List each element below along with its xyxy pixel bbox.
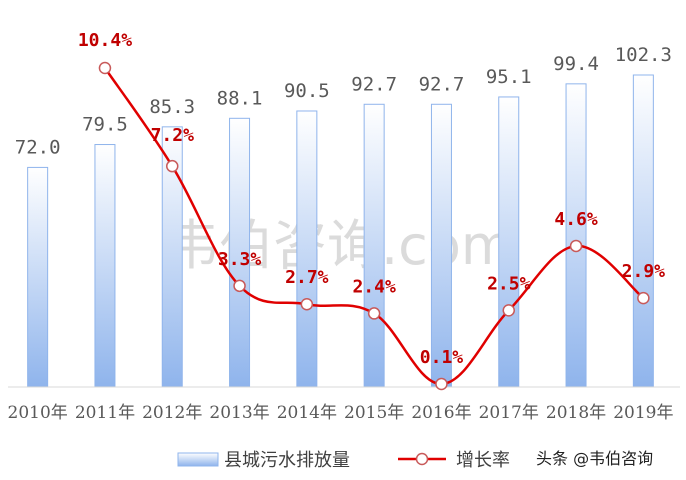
bar-value-label: 88.1 (217, 87, 263, 109)
x-tick-label: 2019年 (613, 403, 673, 423)
rate-value-label: 2.7% (285, 267, 329, 288)
bar-2010年 (27, 166, 49, 388)
bar-value-label: 79.5 (82, 114, 128, 136)
bar-2011年 (94, 144, 116, 388)
bar-value-label: 102.3 (615, 44, 672, 66)
rate-point (637, 291, 650, 305)
rate-value-label: 7.2% (151, 125, 195, 146)
x-tick-label: 2015年 (344, 403, 404, 423)
legend-label-line: 增长率 (456, 450, 510, 471)
rate-value-label: 10.4% (78, 30, 132, 51)
bar-labels: 72.0 79.5 85.3 88.1 90.5 92.7 92.7 95.1 99.4 102.… (15, 44, 672, 158)
rate-point (502, 304, 515, 317)
legend-swatch-bar (177, 452, 219, 467)
rate-point (98, 61, 112, 75)
x-axis-ticks: 2010年 2011年 2012年 2013年 2014年 2015年 2016年 2017年… (8, 403, 674, 423)
x-tick-label: 2016年 (411, 403, 471, 423)
bar-2015年 (363, 103, 385, 388)
bar-series (27, 74, 654, 388)
bar-value-label: 85.3 (149, 96, 195, 118)
x-tick-label: 2012年 (142, 403, 202, 423)
watermark: 韦伯咨询.com (165, 214, 514, 277)
legend: 县城污水排放量 增长率 (177, 450, 510, 471)
bar-value-label: 72.0 (15, 136, 61, 158)
legend-label-bar: 县城污水排放量 (224, 450, 350, 471)
credit-text: 头条 @韦伯咨询 (536, 449, 653, 468)
bar-value-label: 90.5 (284, 80, 330, 102)
bar-value-label: 99.4 (553, 53, 599, 75)
rate-point (435, 377, 448, 391)
bar-2016年 (430, 103, 452, 388)
legend-swatch-marker (415, 452, 429, 466)
rate-point (166, 159, 179, 173)
growth-rate-points (98, 61, 650, 391)
x-tick-label: 2017年 (479, 403, 539, 423)
x-tick-label: 2018年 (546, 403, 606, 423)
bar-2017年 (498, 96, 520, 388)
bar-2019年 (632, 74, 654, 388)
rate-point (300, 297, 314, 311)
bar-value-label: 92.7 (351, 73, 397, 95)
rate-value-label: 0.1% (420, 347, 464, 368)
rate-point (233, 279, 246, 293)
x-tick-label: 2014年 (277, 403, 337, 423)
rate-point (367, 307, 381, 320)
rate-point (569, 239, 583, 253)
x-tick-label: 2011年 (75, 403, 135, 423)
x-tick-label: 2013年 (209, 403, 269, 423)
x-tick-label: 2010年 (8, 403, 68, 423)
bar-value-label: 92.7 (419, 73, 465, 95)
bar-2018年 (565, 83, 587, 388)
rate-value-label: 2.4% (352, 276, 396, 297)
growth-rate-labels: 10.4% 7.2% 3.3% 2.7% 2.4% 0.1% 2.5% 4.6% 2.9% (78, 30, 665, 368)
bar-2014年 (296, 110, 318, 388)
rate-value-label: 3.3% (218, 249, 262, 270)
rate-value-label: 2.5% (487, 273, 531, 294)
rate-value-label: 2.9% (622, 261, 666, 282)
rate-value-label: 4.6% (554, 209, 598, 230)
bar-value-label: 95.1 (486, 66, 532, 88)
